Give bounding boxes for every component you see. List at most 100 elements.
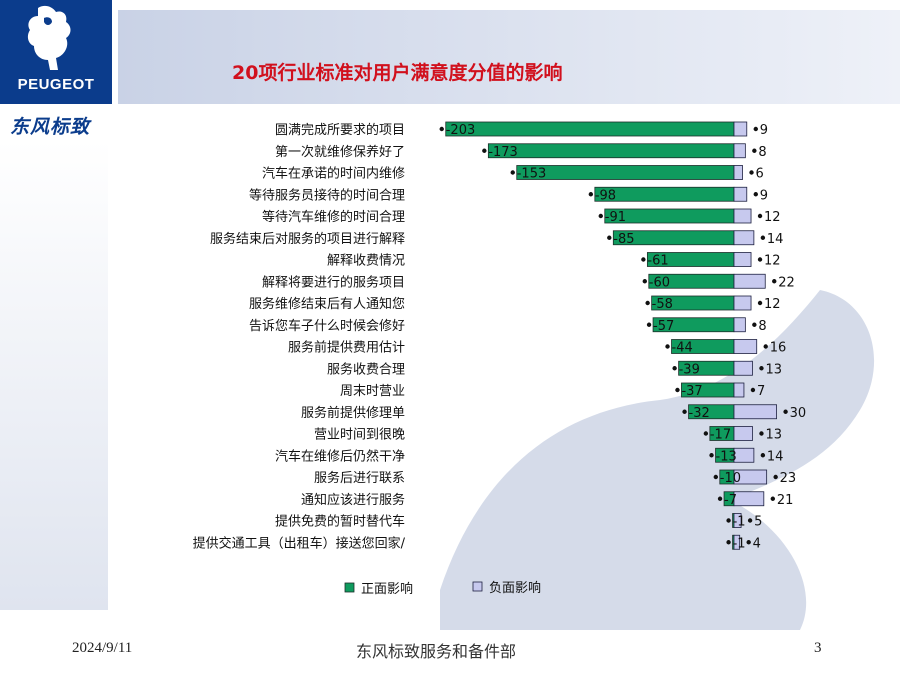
category-label: 解释将要进行的服务项目 — [262, 274, 405, 290]
category-label: 服务结束后对服务的项目进行解释 — [210, 231, 405, 247]
bar-negative-impact — [733, 491, 765, 507]
data-label-positive: -7 — [724, 493, 737, 508]
data-label-positive: -13 — [716, 449, 737, 464]
data-point-marker — [510, 170, 515, 175]
data-point-marker — [753, 192, 758, 197]
data-label-negative: 12 — [764, 210, 781, 225]
bar-negative-impact — [733, 252, 752, 267]
data-point-marker — [760, 235, 766, 240]
data-point-marker — [588, 192, 594, 197]
data-point-marker — [675, 387, 680, 393]
bar-negative-impact — [733, 469, 768, 485]
bar-negative-impact — [733, 426, 753, 441]
bar-negative-impact — [733, 230, 755, 246]
data-point-marker — [482, 148, 487, 153]
category-label: 服务前提供修理单 — [301, 405, 405, 421]
bar-negative-impact — [733, 273, 766, 289]
data-point-marker — [717, 496, 723, 501]
lion-logo-icon — [27, 5, 71, 71]
data-label-negative: 21 — [777, 493, 794, 508]
data-point-marker — [759, 366, 764, 371]
page-title: 20项行业标准对用户满意度分值的影响 — [232, 62, 563, 84]
data-label-positive: -60 — [649, 275, 670, 290]
data-point-marker — [598, 213, 603, 219]
category-label: 服务后进行联系 — [314, 470, 405, 486]
data-point-marker — [726, 540, 731, 545]
data-label-negative: 22 — [778, 275, 795, 290]
data-label-negative: 9 — [760, 123, 768, 138]
legend-label-positive: 正面影响 — [361, 581, 413, 597]
data-label-positive: -17 — [710, 428, 731, 443]
data-label-negative: 8 — [758, 319, 766, 334]
bar-negative-impact — [733, 382, 745, 398]
category-label: 提供交通工具（出租车）接送您回家/ — [193, 535, 406, 551]
data-label-negative: 5 — [754, 515, 762, 530]
data-label-negative: 6 — [756, 167, 764, 182]
data-point-marker — [646, 322, 652, 327]
data-label-positive: -39 — [679, 362, 700, 377]
data-point-marker — [752, 322, 757, 327]
data-point-marker — [607, 235, 612, 240]
data-point-marker — [750, 387, 756, 393]
left-decor-band — [0, 140, 108, 610]
data-point-marker — [763, 344, 768, 349]
data-point-marker — [726, 518, 731, 523]
data-label-positive: -1 — [733, 536, 746, 551]
data-point-marker — [760, 453, 766, 458]
bar-positive-impact — [516, 165, 735, 180]
bar-negative-impact — [733, 360, 753, 376]
data-label-positive: -58 — [652, 297, 673, 312]
brand-logo: PEUGEOT — [0, 0, 112, 104]
data-point-marker — [703, 431, 709, 436]
category-label: 周末时营业 — [340, 384, 405, 399]
data-label-positive: -44 — [672, 341, 693, 356]
data-label-negative: 13 — [765, 428, 782, 443]
legend-label-negative: 负面影响 — [489, 580, 541, 596]
category-label: 等待服务员接待的时间合理 — [249, 187, 405, 203]
data-label-negative: 4 — [753, 536, 761, 551]
data-point-marker — [757, 213, 763, 219]
data-label-negative: 7 — [757, 384, 765, 399]
data-label-positive: -173 — [488, 145, 518, 160]
data-point-marker — [439, 126, 444, 132]
category-label: 通知应该进行服务 — [301, 492, 405, 508]
bar-negative-impact — [733, 186, 748, 202]
category-label: 第一次就维修保养好了 — [275, 144, 405, 160]
bar-negative-impact — [733, 143, 746, 159]
data-label-negative: 12 — [764, 254, 781, 269]
data-point-marker — [757, 257, 763, 262]
brand-name: PEUGEOT — [17, 76, 95, 93]
header-band — [118, 10, 900, 104]
data-label-positive: -61 — [647, 254, 668, 269]
data-point-marker — [753, 126, 758, 132]
bar-negative-impact — [733, 295, 752, 311]
data-point-marker — [672, 366, 677, 371]
brand-chinese-name: 东风标致 — [10, 116, 91, 138]
category-label: 汽车在维修后仍然干净 — [275, 448, 405, 464]
data-point-marker — [772, 279, 777, 284]
category-label: 营业时间到很晚 — [314, 428, 405, 443]
bar-negative-impact — [733, 404, 777, 420]
data-label-positive: -91 — [605, 210, 626, 225]
data-label-negative: 14 — [767, 232, 784, 247]
category-label: 汽车在承诺的时间内维修 — [262, 166, 405, 182]
data-point-marker — [757, 300, 763, 306]
data-label-negative: 16 — [770, 341, 787, 356]
data-label-positive: -10 — [720, 471, 741, 486]
footer-department: 东风标致服务和备件部 — [356, 642, 517, 661]
bar-negative-impact — [733, 165, 743, 180]
data-point-marker — [759, 431, 764, 436]
data-point-marker — [749, 170, 754, 175]
bar-negative-impact — [733, 339, 758, 354]
impact-bar-chart: 圆满完成所要求的项目 -203 9 第一次就维修保养好了 -173 8 汽车在承诺的时间内维… — [193, 121, 806, 597]
bar-negative-impact — [733, 534, 741, 550]
data-point-marker — [773, 474, 778, 480]
data-label-positive: -153 — [517, 167, 547, 182]
data-point-marker — [783, 409, 788, 414]
legend-swatch-positive — [344, 582, 355, 593]
legend-swatch-negative — [472, 581, 483, 592]
category-label: 圆满完成所要求的项目 — [275, 122, 405, 138]
bar-positive-impact — [445, 121, 735, 137]
data-label-negative: 13 — [765, 362, 782, 377]
footer-date: 2024/9/11 — [72, 640, 133, 656]
